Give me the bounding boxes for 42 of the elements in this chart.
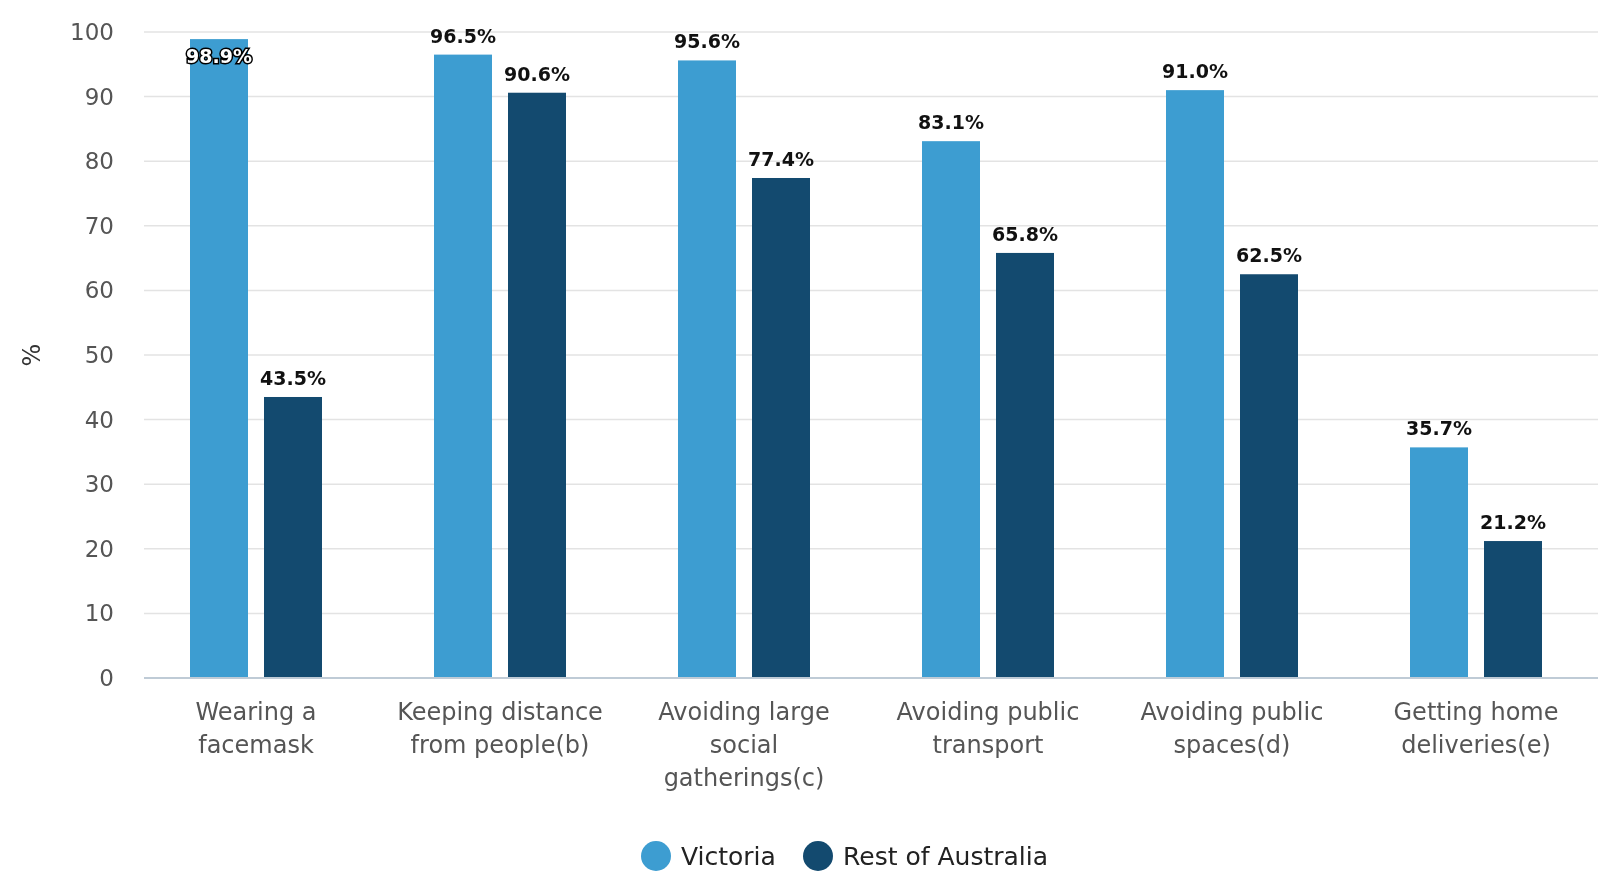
data-label: 90.6% <box>504 62 570 85</box>
data-label: 95.6% <box>674 30 740 53</box>
y-tick-label: 20 <box>84 535 114 562</box>
y-tick-label: 30 <box>84 471 114 498</box>
data-label: 96.5% <box>430 24 496 47</box>
bar <box>434 54 492 678</box>
x-tick-label: Keeping distance from people(b) <box>397 698 603 759</box>
data-label: 65.8% <box>992 222 1058 245</box>
data-label: 43.5% <box>260 366 326 389</box>
y-tick-label: 80 <box>84 148 114 175</box>
data-label: 91.0% <box>1162 60 1228 83</box>
x-tick-label: Getting home deliveries(e) <box>1393 698 1559 759</box>
bar <box>678 60 736 678</box>
bar <box>1410 447 1468 678</box>
bar <box>264 396 322 678</box>
data-label: 35.7% <box>1406 417 1472 440</box>
x-tick-label: Wearing a facemask <box>195 698 317 759</box>
legend-label: Victoria <box>681 841 776 871</box>
y-tick-label: 10 <box>84 600 114 627</box>
bar <box>996 252 1054 678</box>
x-tick-label: Avoiding public transport <box>896 698 1080 759</box>
data-label: 77.4% <box>748 148 814 170</box>
y-tick-label: 50 <box>84 342 114 369</box>
bar <box>508 92 566 678</box>
bar <box>922 141 980 678</box>
x-tick-label: Avoiding large social gatherings(c) <box>658 698 830 792</box>
bar <box>1484 541 1542 678</box>
x-tick-label: Avoiding public spaces(d) <box>1140 698 1324 759</box>
y-tick-label: 70 <box>84 212 114 239</box>
data-label: 62.5% <box>1236 244 1302 267</box>
data-label: 21.2% <box>1480 511 1546 534</box>
y-tick-label: 40 <box>84 406 114 433</box>
bar <box>1240 274 1298 678</box>
data-label: 83.1% <box>918 111 984 134</box>
y-tick-label: 90 <box>84 83 114 110</box>
y-axis-title: % <box>18 343 46 367</box>
y-tick-label: 0 <box>99 665 114 692</box>
y-tick-label: 60 <box>84 277 114 304</box>
bar <box>752 178 810 678</box>
y-tick-label: 100 <box>70 19 114 46</box>
legend-label: Rest of Australia <box>843 841 1049 871</box>
bar <box>1166 90 1224 678</box>
